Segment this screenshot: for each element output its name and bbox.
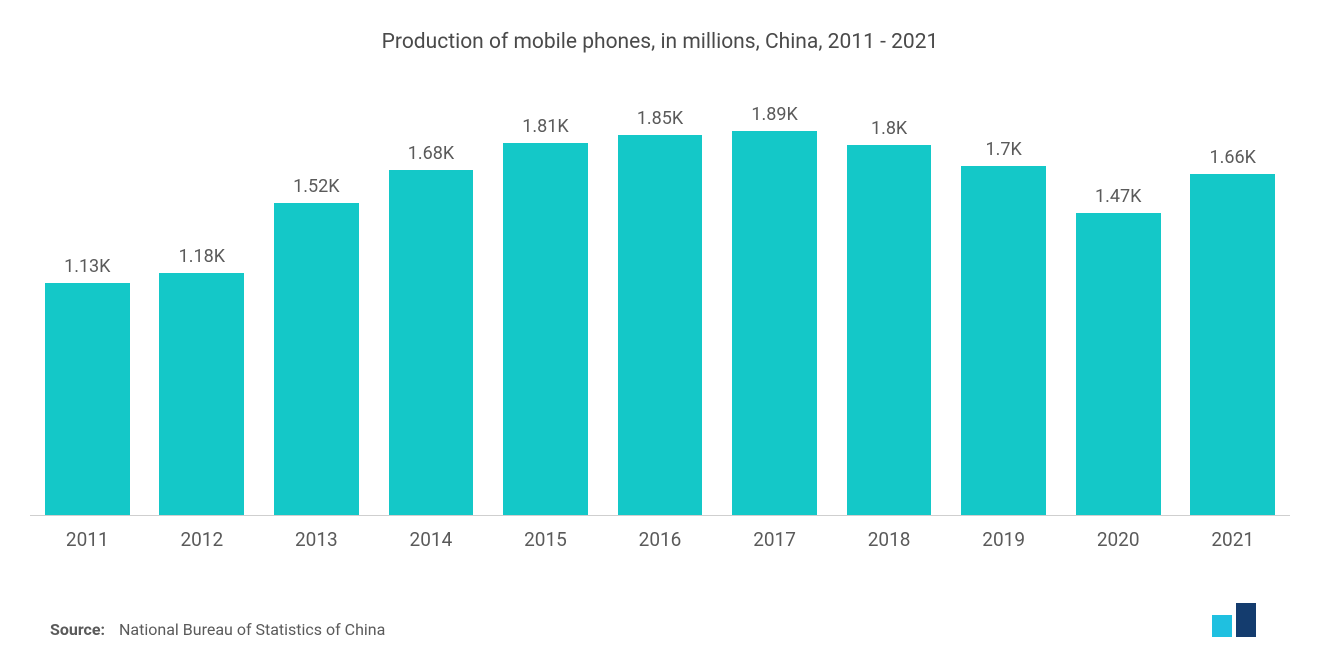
bar-rect [159,273,244,515]
bar-rect [45,283,130,515]
logo-bar-right [1236,603,1256,637]
bar-value-label: 1.66K [1210,147,1256,168]
x-axis-label: 2013 [259,528,374,551]
bar-group: 1.8K [832,104,947,515]
chart-title: Production of mobile phones, in millions… [20,30,1300,54]
bar-value-label: 1.7K [986,139,1022,160]
bar-value-label: 1.89K [751,104,797,125]
logo-bar-left [1212,615,1232,637]
bar-rect [1076,213,1161,515]
x-axis-label: 2011 [30,528,145,551]
bar-group: 1.81K [488,104,603,515]
x-axis-label: 2012 [145,528,260,551]
source-label: Source: [50,620,105,639]
x-axis-label: 2021 [1175,528,1290,551]
bar-group: 1.13K [30,104,145,515]
x-axis-label: 2018 [832,528,947,551]
source-line: Source: National Bureau of Statistics of… [50,620,385,639]
bar-value-label: 1.47K [1095,186,1141,207]
x-axis-label: 2019 [946,528,1061,551]
bar-group: 1.68K [374,104,489,515]
bar-rect [274,203,359,515]
bar-value-label: 1.81K [522,116,568,137]
bar-value-label: 1.52K [293,176,339,197]
bar-group: 1.52K [259,104,374,515]
bar-group: 1.47K [1061,104,1176,515]
bar-rect [732,131,817,515]
bar-rect [618,135,703,515]
bar-group: 1.89K [717,104,832,515]
bar-group: 1.66K [1175,104,1290,515]
bar-rect [389,170,474,515]
bar-value-label: 1.13K [64,256,110,277]
x-axis-label: 2017 [717,528,832,551]
bar-rect [1190,174,1275,515]
bars-row: 1.13K 1.18K 1.52K 1.68K 1.81K 1.85K 1.89K 1.8K 1… [30,104,1290,516]
x-axis-label: 2020 [1061,528,1176,551]
chart-footer: Source: National Bureau of Statistics of… [20,601,1300,645]
bar-value-label: 1.68K [408,143,454,164]
chart-container: Production of mobile phones, in millions… [0,0,1320,665]
bar-value-label: 1.85K [637,108,683,129]
plot-area: 1.13K 1.18K 1.52K 1.68K 1.81K 1.85K 1.89K 1.8K 1… [30,104,1290,516]
bar-group: 1.18K [145,104,260,515]
brand-logo-icon [1210,601,1270,639]
bar-value-label: 1.18K [179,246,225,267]
x-axis-label: 2014 [374,528,489,551]
bar-group: 1.7K [946,104,1061,515]
bar-rect [847,145,932,515]
bar-rect [503,143,588,515]
x-axis-label: 2015 [488,528,603,551]
x-axis-label: 2016 [603,528,718,551]
bar-group: 1.85K [603,104,718,515]
x-axis-labels: 2011201220132014201520162017201820192020… [30,528,1290,551]
source-text: National Bureau of Statistics of China [119,620,385,639]
bar-rect [961,166,1046,515]
bar-value-label: 1.8K [871,118,907,139]
